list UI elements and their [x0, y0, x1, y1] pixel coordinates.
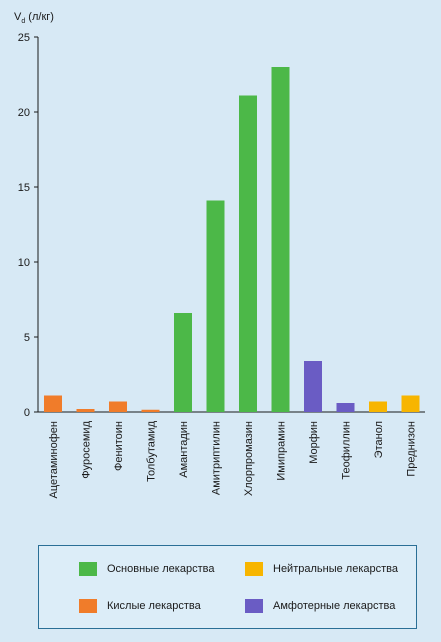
legend-item-acid: Кислые лекарства [79, 599, 201, 613]
legend-swatch-acid [79, 599, 97, 613]
y-tick-label: 10 [18, 257, 30, 269]
y-axis-label: Vd (л/кг) [14, 11, 54, 25]
bar-5 [174, 313, 192, 412]
y-tick-label: 20 [18, 107, 30, 119]
bar-1 [44, 395, 62, 412]
x-tick-label: Хлорпромазин [243, 421, 255, 496]
x-tick-label: Морфин [308, 421, 320, 464]
legend-label-neutral: Нейтральные лекарства [273, 563, 398, 575]
legend-swatch-neutral [245, 562, 263, 576]
bar-12 [401, 395, 420, 412]
legend-label-acid: Кислые лекарства [107, 600, 201, 612]
legend-swatch-basic [79, 562, 97, 576]
legend: Основные лекарства Нейтральные лекарства… [38, 545, 417, 629]
legend-item-neutral: Нейтральные лекарства [245, 562, 398, 576]
x-tick-label: Фенитоин [113, 421, 125, 471]
legend-label-basic: Основные лекарства [107, 563, 215, 575]
bar-2 [76, 409, 95, 412]
bar-11 [369, 401, 387, 412]
bar-6 [206, 200, 225, 412]
legend-item-amph: Амфотерные лекарства [245, 599, 395, 613]
legend-label-amph: Амфотерные лекарства [273, 600, 396, 612]
y-tick-label: 15 [18, 182, 30, 194]
x-tick-label: Амантадин [178, 421, 190, 478]
x-tick-label: Имипрамин [276, 421, 288, 481]
x-tick-label: Толбутамид [146, 420, 158, 481]
bar-10 [336, 403, 355, 412]
y-tick-label: 0 [24, 407, 30, 419]
legend-swatch-amph [245, 599, 263, 613]
bar-3 [109, 401, 127, 412]
bar-9 [304, 361, 322, 412]
x-tick-label: Амитриптилин [211, 421, 223, 495]
bar-4 [141, 409, 160, 412]
x-tick-label: Теофиллин [341, 421, 353, 480]
bar-8 [271, 67, 290, 412]
legend-item-basic: Основные лекарства [79, 562, 214, 576]
bar-7 [239, 95, 257, 412]
x-tick-label: Преднизон [406, 421, 418, 477]
x-tick-label: Фуросемид [81, 420, 93, 478]
y-tick-label: 5 [24, 332, 30, 344]
y-tick-label: 25 [18, 32, 30, 44]
x-tick-label: Этанол [373, 421, 385, 458]
x-tick-label: Ацетаминофен [48, 421, 60, 498]
